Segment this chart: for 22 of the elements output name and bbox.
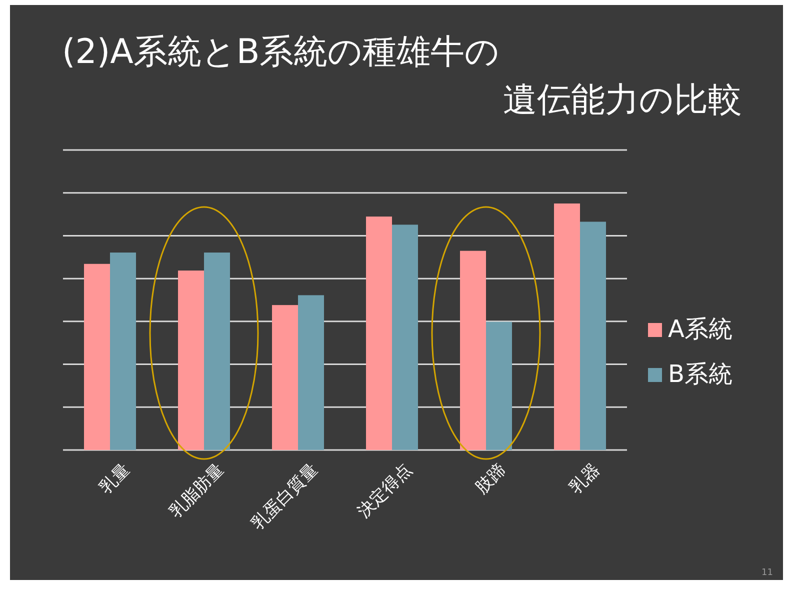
bar [486,322,512,450]
legend-label: B系統 [668,360,732,388]
bar [204,252,230,450]
legend-label: A系統 [668,315,732,343]
bar [460,250,486,450]
title: (2)A系統とB系統の種雄牛の遺伝能力の比較 [62,31,742,122]
bar [366,216,392,450]
x-tick-label: 決定得点 [354,460,416,522]
bar [178,270,204,450]
bar [554,203,580,450]
x-tick-label: 乳器 [566,460,604,498]
x-tick-label: 乳脂肪量 [166,460,228,522]
bar [84,264,110,450]
x-tick-label: 肢蹄 [472,460,510,498]
bar [298,295,324,450]
bar [580,222,606,450]
text: 11 [762,568,773,578]
bar [392,224,418,450]
bar [110,252,136,450]
x-tick-label: 乳量 [96,460,134,498]
x-tick-label: 乳蛋白質量 [248,460,322,534]
bar [272,305,298,450]
